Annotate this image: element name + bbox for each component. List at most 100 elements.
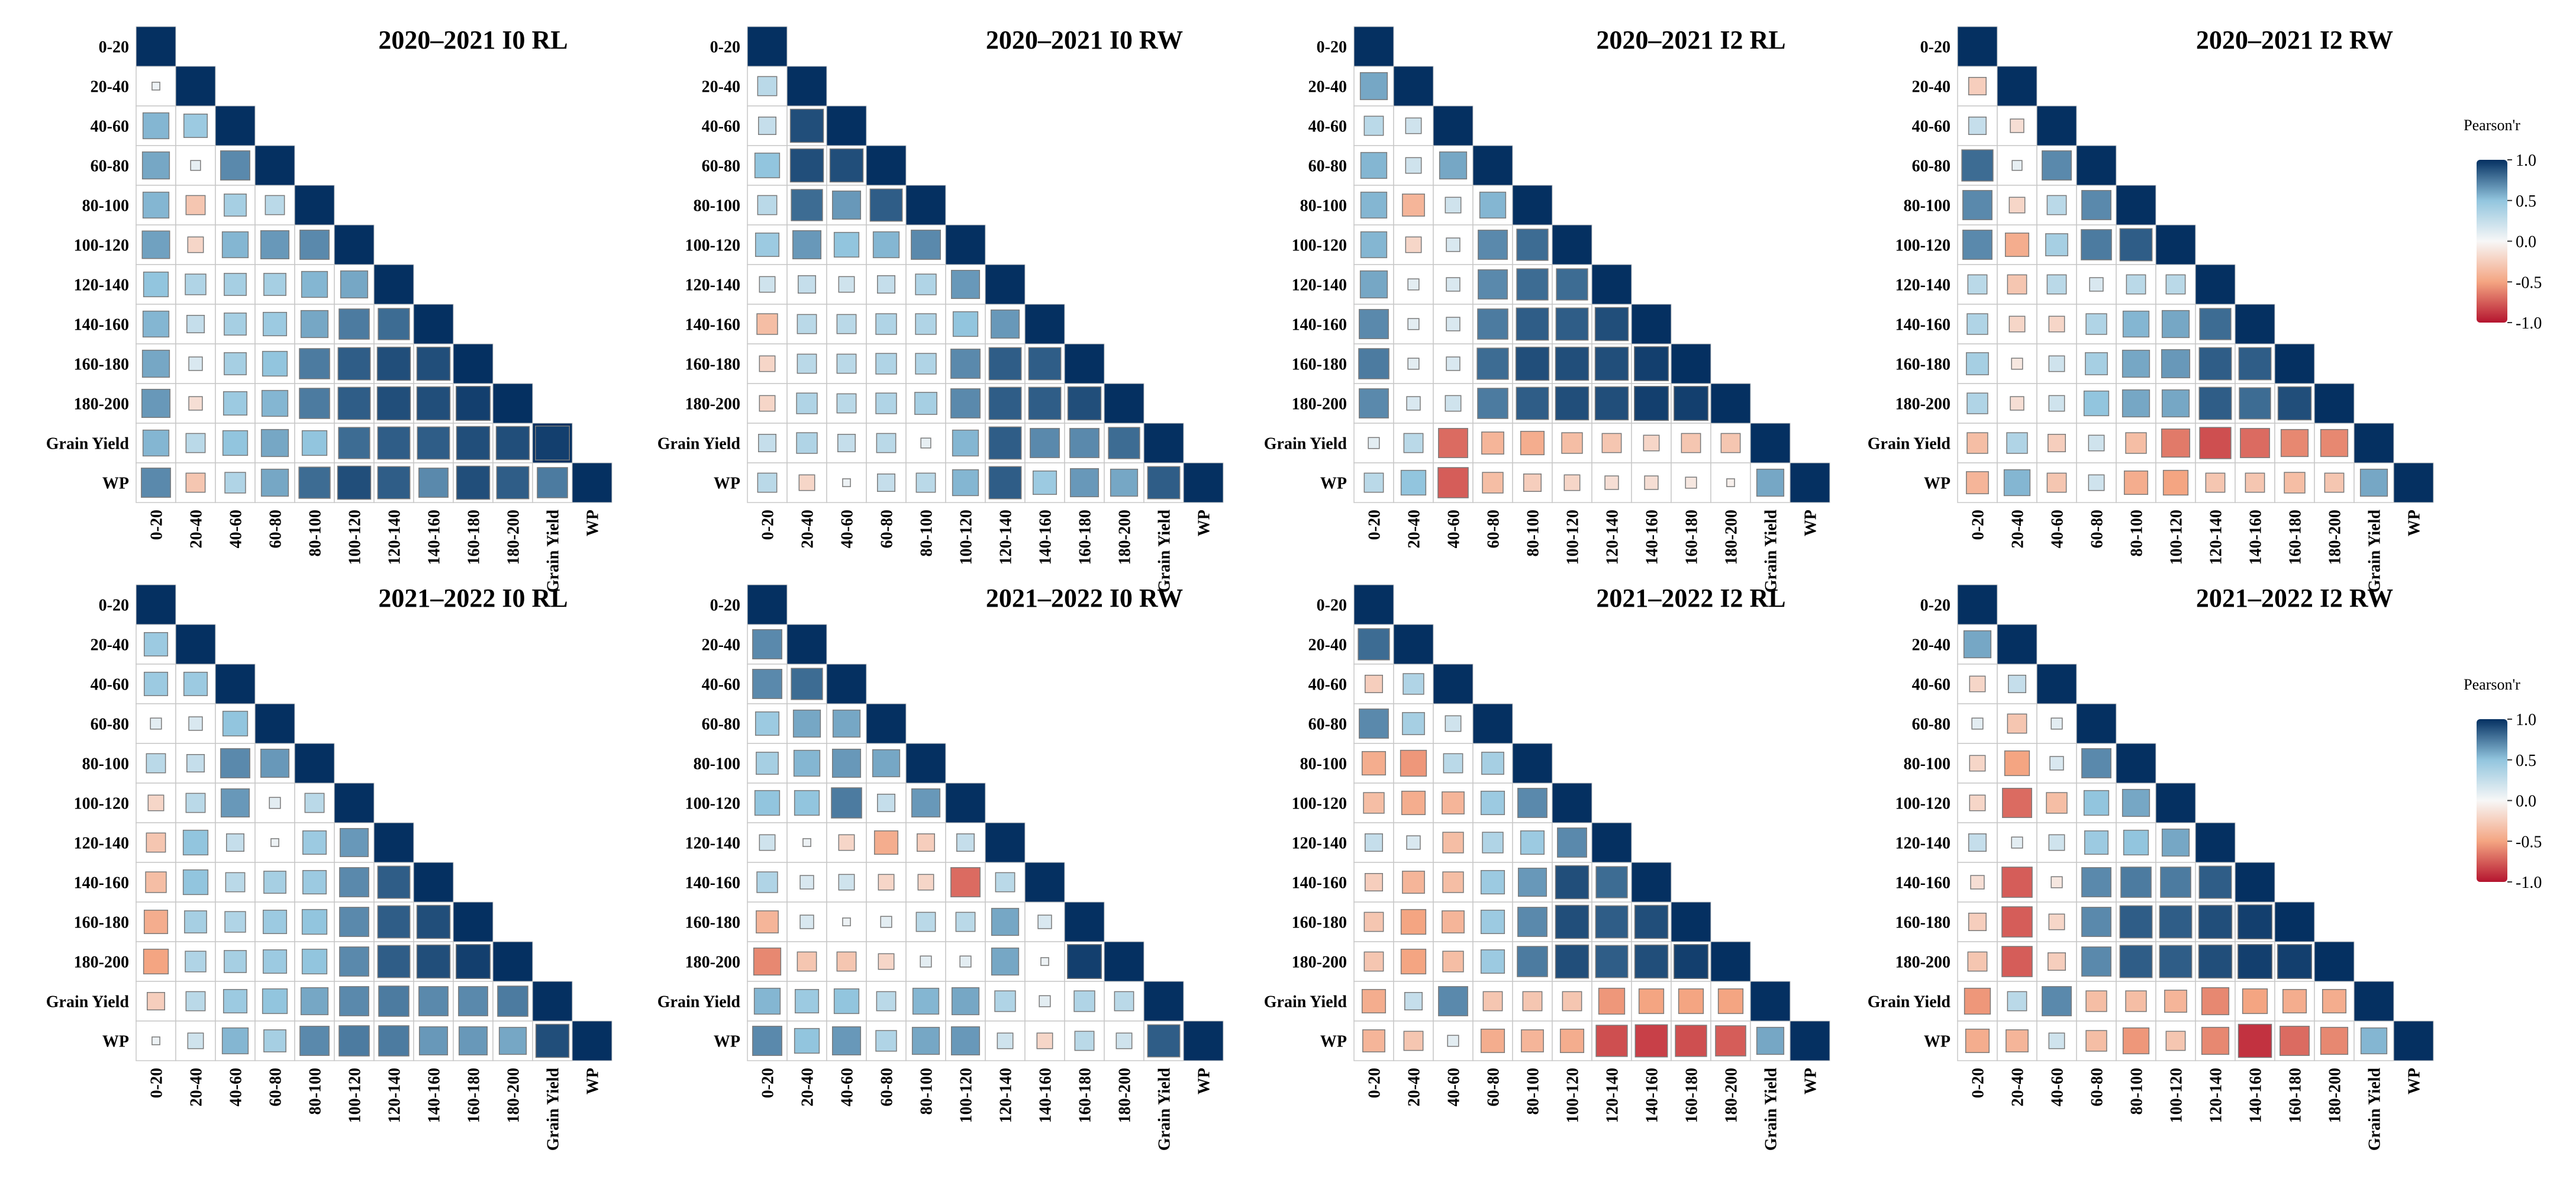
corr-square <box>2119 905 2153 939</box>
col-label: 40-60 <box>839 1068 857 1106</box>
col-label: 80-100 <box>2128 510 2146 556</box>
row-label: WP <box>102 475 129 493</box>
row-label: 80-100 <box>1300 755 1347 774</box>
diagonal-cell <box>572 1020 612 1061</box>
corr-square <box>141 151 170 180</box>
col-label: 140-160 <box>1037 510 1055 565</box>
corr-square <box>799 914 814 929</box>
corr-square <box>535 1023 570 1058</box>
row-label: Grain Yield <box>1868 993 1951 1012</box>
corr-square <box>1482 991 1503 1012</box>
diagonal-cell <box>1183 462 1224 503</box>
grid-cell <box>175 185 216 226</box>
row-label: Grain Yield <box>1868 435 1951 453</box>
row-label: 40-60 <box>1308 676 1347 694</box>
diagonal-cell <box>2155 224 2196 265</box>
col-label: 60-80 <box>1485 510 1503 548</box>
corr-square <box>224 911 246 933</box>
corr-square <box>456 465 491 500</box>
corr-square <box>952 429 979 457</box>
diagonal-cell <box>1064 343 1105 384</box>
corr-square <box>263 273 286 296</box>
corr-square <box>1971 717 1984 730</box>
diagonal-cell <box>1997 66 2037 107</box>
row-label: 0-20 <box>710 597 740 615</box>
corr-square <box>2122 310 2150 338</box>
corr-square <box>917 833 935 852</box>
corr-square <box>952 469 979 497</box>
col-label: 100-120 <box>2168 510 2186 565</box>
corr-square <box>1756 1026 1785 1055</box>
diagonal-cell <box>2195 264 2236 305</box>
corr-square <box>1442 951 1464 972</box>
corr-square <box>299 348 330 379</box>
diagonal-cell <box>532 981 573 1022</box>
diagonal-cell <box>1512 185 1553 226</box>
corr-square <box>831 1026 862 1056</box>
grid-cell <box>786 901 827 942</box>
grid-cell <box>1353 743 1394 784</box>
grid-cell <box>1024 462 1065 503</box>
corr-square <box>1403 433 1424 453</box>
corr-square <box>1363 792 1385 814</box>
corr-square <box>1969 794 1986 811</box>
corr-square <box>141 349 170 378</box>
corr-square <box>261 389 289 417</box>
col-label: 80-100 <box>1524 1068 1543 1115</box>
corr-square <box>1040 957 1049 966</box>
diagonal-cell <box>747 26 788 67</box>
corr-square <box>1114 991 1134 1012</box>
corr-square <box>2201 1026 2230 1055</box>
row-label: 60-80 <box>91 157 129 176</box>
col-label: 120-140 <box>2207 510 2226 565</box>
corr-square <box>1598 987 1626 1015</box>
corr-square <box>1555 307 1589 341</box>
corr-square <box>151 1036 160 1045</box>
corr-square <box>2007 274 2027 295</box>
legend-tick-label: 1.0 <box>2516 152 2536 170</box>
col-label: 100-120 <box>957 510 976 565</box>
corr-square <box>1477 308 1508 340</box>
diagonal-cell <box>1552 782 1592 823</box>
row-label: 160-180 <box>685 356 740 374</box>
corr-square <box>1559 1028 1585 1054</box>
diagonal-cell <box>2353 423 2394 463</box>
corr-square <box>836 951 857 972</box>
corr-square <box>791 189 823 221</box>
corr-square <box>262 350 288 377</box>
corr-square <box>877 794 895 812</box>
col-label: 20-40 <box>1405 1068 1424 1106</box>
col-label: 160-180 <box>2287 510 2305 565</box>
col-label: 180-200 <box>1723 1068 1741 1123</box>
corr-square <box>1966 392 1988 414</box>
corr-square <box>1360 191 1388 219</box>
row-label: 60-80 <box>1308 716 1347 734</box>
col-label: WP <box>1195 1068 1214 1094</box>
col-label: 20-40 <box>188 1068 206 1106</box>
corr-square <box>1073 990 1095 1012</box>
corr-square <box>2242 988 2268 1015</box>
corr-square <box>185 273 207 295</box>
diagonal-cell <box>786 66 827 107</box>
col-label: 180-200 <box>1116 1068 1134 1123</box>
corr-square <box>2282 988 2307 1014</box>
corr-square <box>1756 468 1785 497</box>
row-label: 20-40 <box>91 636 129 655</box>
diagonal-cell <box>1433 105 1474 146</box>
panel-title: 2021–2022 I0 RW <box>986 584 1183 613</box>
corr-square <box>796 392 818 414</box>
corr-square <box>299 1026 330 1056</box>
grid-cell <box>1433 703 1474 744</box>
corr-square <box>1362 1029 1385 1052</box>
diagonal-cell <box>2393 1020 2434 1061</box>
row-label: WP <box>102 1033 129 1051</box>
corr-square <box>1961 149 1994 182</box>
corr-square <box>1478 230 1508 260</box>
corr-square <box>1678 988 1704 1015</box>
corr-square <box>2122 349 2151 378</box>
corr-square <box>1555 904 1590 939</box>
col-label: 60-80 <box>267 1068 285 1106</box>
corr-square <box>1365 873 1383 891</box>
corr-square <box>1555 346 1590 381</box>
col-label: 20-40 <box>1405 510 1424 548</box>
